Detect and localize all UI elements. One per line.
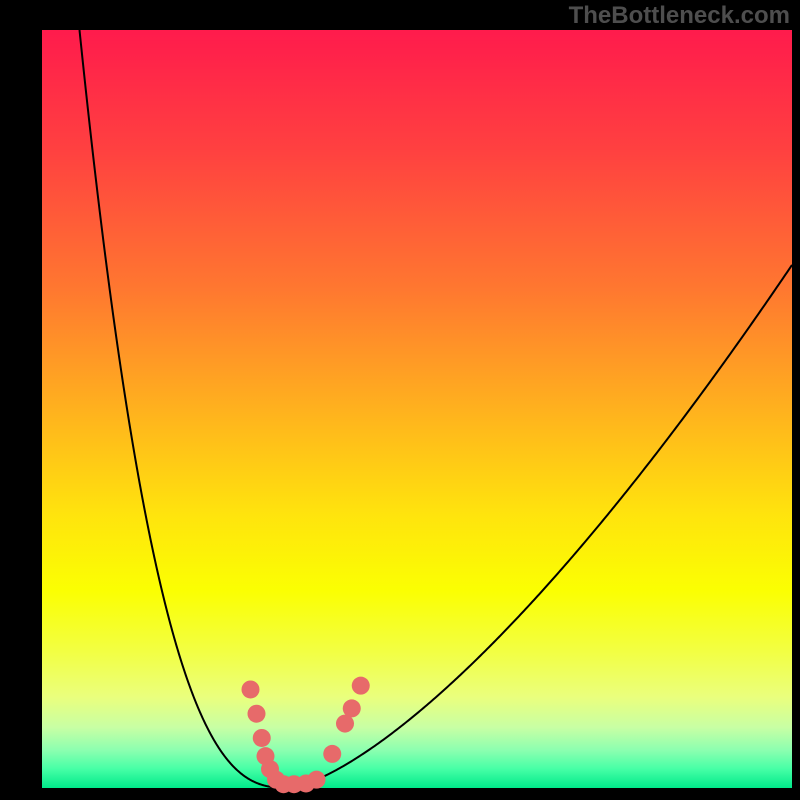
marker-group (242, 677, 370, 794)
plot-area (42, 30, 792, 788)
marker-point (242, 680, 260, 698)
marker-point (253, 729, 271, 747)
marker-point (308, 771, 326, 789)
marker-point (352, 677, 370, 695)
marker-point (248, 705, 266, 723)
chart-canvas: TheBottleneck.com (0, 0, 800, 800)
marker-point (343, 699, 361, 717)
v-curve (80, 30, 793, 788)
watermark-text: TheBottleneck.com (569, 2, 790, 30)
marker-point (323, 745, 341, 763)
curve-layer (42, 30, 792, 788)
